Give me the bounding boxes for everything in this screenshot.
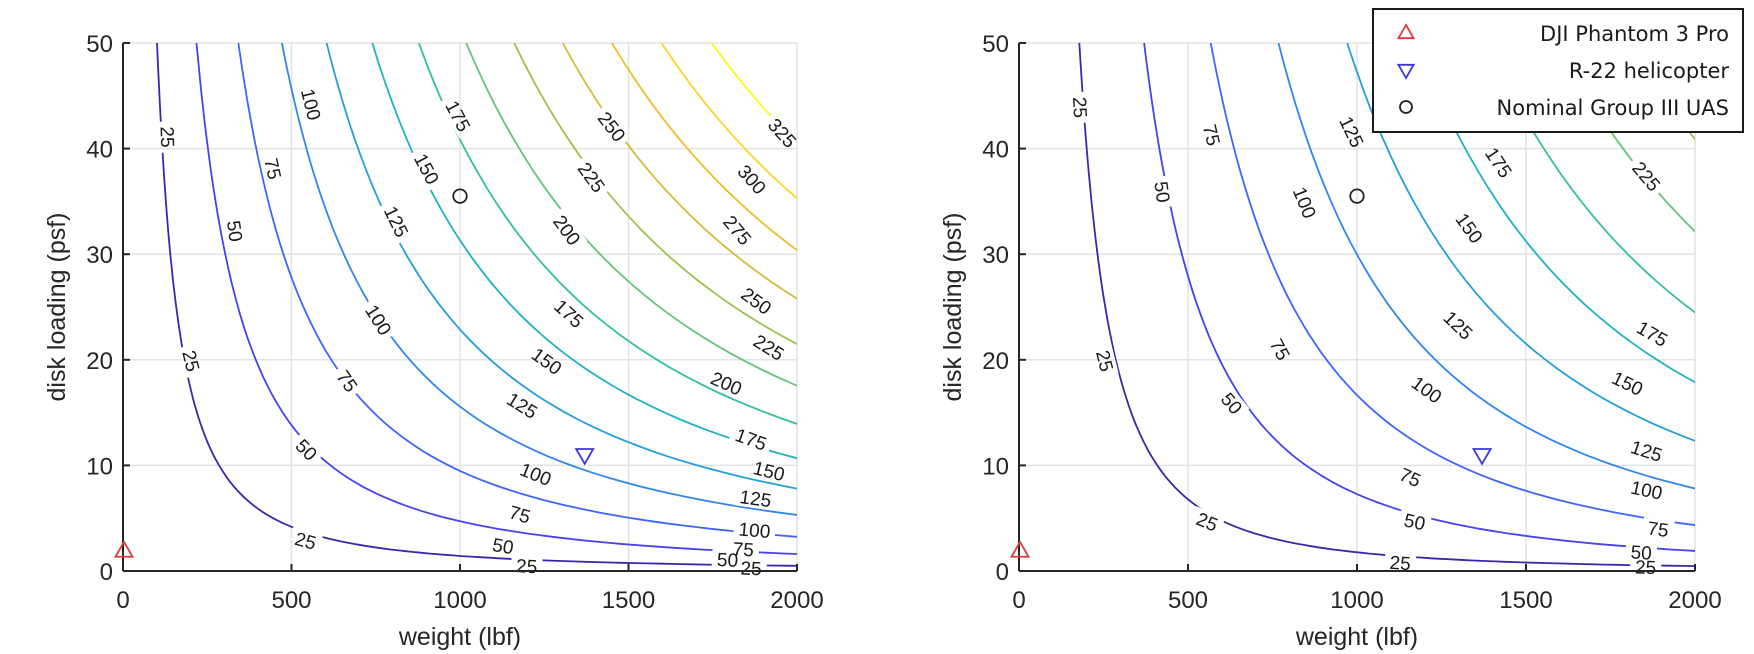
contour-label: 25 [740, 558, 762, 580]
contour-level-75 [237, 43, 797, 538]
contour-level-150 [1415, 43, 1695, 384]
x-tick-label: 1000 [1330, 587, 1383, 614]
contour-label: 50 [222, 219, 246, 243]
y-tick-label: 50 [86, 31, 113, 58]
contour-level-100 [1277, 43, 1695, 490]
contour-label: 50 [1630, 542, 1653, 564]
legend-entry-group-iii-uas: Nominal Group III UAS [1399, 96, 1729, 120]
axes [1018, 42, 1696, 572]
contour-label: 50 [1402, 510, 1427, 535]
contour-level-250 [561, 43, 797, 300]
x-axis-title: weight (lbf) [1295, 623, 1418, 651]
contour-lines [156, 43, 797, 567]
x-tick-label: 0 [1012, 587, 1025, 614]
contour-label: 75 [259, 156, 284, 181]
contour-label: 75 [732, 539, 755, 561]
contour-label: 75 [1198, 122, 1223, 148]
triangle-up-icon [1009, 540, 1031, 558]
contour-level-25 [1078, 43, 1695, 567]
contour-label: 50 [716, 550, 738, 572]
tick-labels: 0 500 1000 1500 2000 0 10 20 30 40 50 [86, 31, 823, 614]
y-tick-label: 30 [86, 242, 113, 269]
y-tick-label: 20 [982, 348, 1009, 375]
circle-icon [1349, 188, 1365, 204]
y-tick-label: 10 [982, 453, 1009, 480]
contour-label: 125 [738, 487, 772, 512]
x-tick-label: 1500 [602, 587, 655, 614]
contour-level-275 [611, 43, 797, 252]
contour-level-50 [1143, 43, 1695, 552]
triangle-down-icon [1396, 63, 1416, 80]
contour-label: 75 [1646, 519, 1670, 542]
x-tick-label: 0 [116, 587, 129, 614]
contour-label: 50 [1149, 180, 1173, 204]
contour-level-225 [513, 43, 797, 346]
y-axis-title: disk loading (psf) [43, 213, 71, 402]
triangle-up-icon [113, 540, 135, 558]
legend-label: DJI Phantom 3 Pro [1540, 22, 1729, 46]
triangle-up-icon [1396, 23, 1416, 40]
contour-label: 100 [738, 519, 771, 543]
legend-entry-r22-helicopter: R-22 helicopter [1396, 59, 1729, 83]
data-points [113, 188, 595, 558]
x-axis-title: weight (lbf) [398, 623, 521, 651]
legend-label: R-22 helicopter [1569, 59, 1729, 83]
contour-label: 50 [491, 535, 515, 559]
x-tick-label: 500 [1168, 587, 1208, 614]
contour-level-175 [418, 43, 797, 425]
contour-level-25 [156, 43, 797, 567]
contour-label: 25 [155, 126, 177, 148]
contour-level-75 [1209, 43, 1695, 526]
legend-box [1372, 8, 1744, 133]
data-points [1009, 188, 1493, 558]
circle-icon [1399, 100, 1413, 114]
triangle-down-icon [574, 448, 595, 466]
x-tick-label: 500 [271, 587, 311, 614]
circle-icon [452, 188, 468, 204]
contour-label: 25 [516, 556, 538, 578]
y-tick-label: 0 [996, 559, 1009, 586]
x-tick-label: 2000 [1668, 587, 1721, 614]
contour-level-100 [281, 43, 797, 516]
contour-label: 25 [1635, 557, 1657, 579]
axes [122, 42, 798, 572]
legend-entry-dji-phantom: DJI Phantom 3 Pro [1396, 22, 1729, 46]
contour-label: 25 [1389, 553, 1412, 575]
contour-level-200 [465, 43, 797, 387]
triangle-down-icon [1471, 448, 1493, 466]
legend-label: Nominal Group III UAS [1497, 96, 1729, 120]
contour-level-50 [195, 43, 797, 555]
y-tick-label: 30 [982, 242, 1009, 269]
tick-labels: 0 500 1000 1500 2000 0 10 20 30 40 50 [982, 31, 1721, 614]
x-tick-label: 2000 [770, 587, 823, 614]
y-tick-label: 40 [86, 137, 113, 164]
contour-level-325 [710, 43, 797, 145]
contour-level-300 [660, 43, 797, 200]
grid-lines [122, 42, 798, 572]
legend: DJI Phantom 3 Pro R-22 helicopter Nomina… [1372, 8, 1744, 133]
contour-label: 25 [1091, 348, 1116, 374]
y-axis-title: disk loading (psf) [939, 213, 967, 402]
contour-level-150 [371, 43, 797, 460]
y-tick-label: 0 [100, 559, 113, 586]
y-tick-label: 50 [982, 31, 1009, 58]
contour-level-125 [325, 43, 797, 490]
contour-label: 25 [1068, 96, 1090, 118]
y-tick-label: 40 [982, 137, 1009, 164]
x-tick-label: 1000 [433, 587, 486, 614]
contour-level-125 [1346, 43, 1695, 442]
y-tick-label: 10 [86, 453, 113, 480]
y-tick-label: 20 [86, 348, 113, 375]
contour-label: 25 [177, 348, 202, 374]
x-tick-label: 1500 [1499, 587, 1552, 614]
